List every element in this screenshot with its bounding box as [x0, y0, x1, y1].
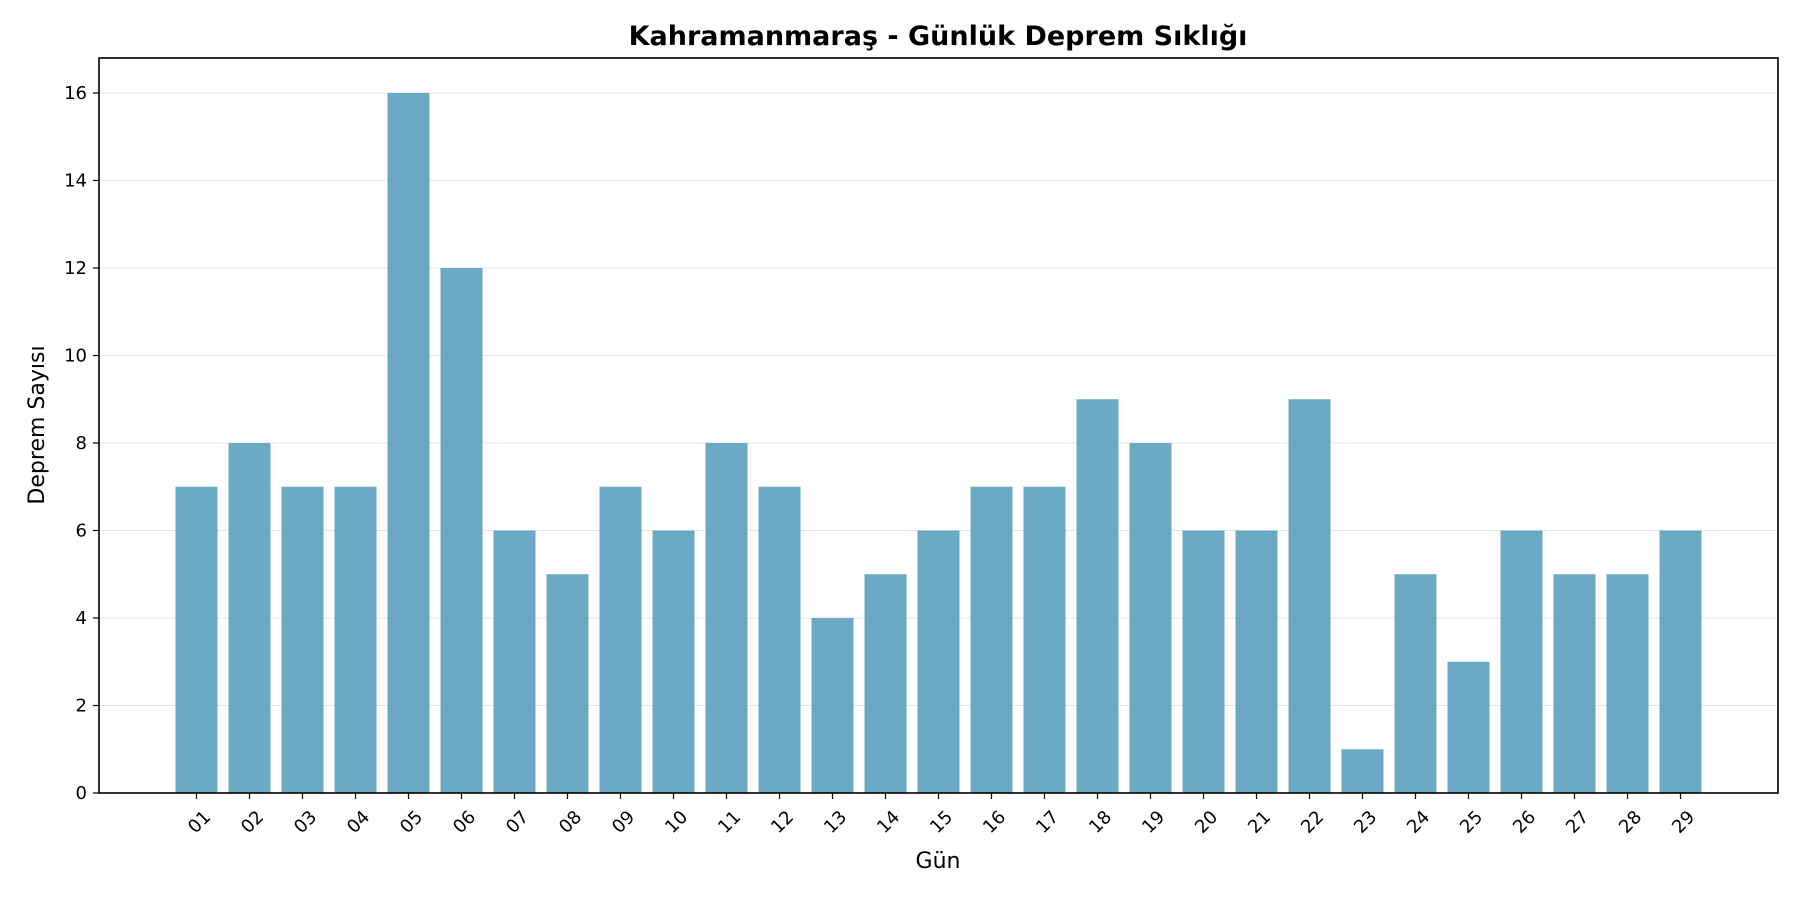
x-tick-label: 22	[1297, 807, 1328, 838]
bar-24	[1394, 574, 1437, 793]
bar-17	[1023, 486, 1066, 793]
x-tick-label: 08	[555, 807, 586, 838]
y-axis-label: Deprem Sayısı	[25, 345, 50, 504]
bar-21	[1235, 530, 1278, 793]
bar-22	[1288, 399, 1331, 793]
bar-19	[1129, 443, 1172, 793]
bar-28	[1606, 574, 1649, 793]
x-tick-label: 28	[1615, 807, 1646, 838]
x-tick-label: 29	[1668, 807, 1699, 838]
plot-frame	[98, 57, 1779, 794]
y-tick-label: 12	[64, 258, 87, 279]
x-tick-label: 18	[1085, 807, 1116, 838]
x-tick-label: 09	[608, 807, 639, 838]
bar-04	[334, 486, 377, 793]
bar-16	[970, 486, 1013, 793]
bar-10	[652, 530, 695, 793]
bar-06	[440, 268, 483, 793]
x-tick-label: 19	[1138, 807, 1169, 838]
bar-03	[281, 486, 324, 793]
bar-25	[1447, 661, 1490, 793]
x-tick-label: 12	[767, 807, 798, 838]
x-tick-label: 04	[343, 807, 374, 838]
x-tick-label: 07	[502, 807, 533, 838]
x-tick-label: 16	[979, 807, 1010, 838]
y-tick-label: 10	[64, 346, 87, 367]
y-tick-label: 14	[64, 171, 87, 192]
x-tick-label: 24	[1403, 807, 1434, 838]
bar-02	[228, 443, 271, 793]
bar-27	[1553, 574, 1596, 793]
x-tick-label: 03	[290, 807, 321, 838]
bar-13	[811, 618, 854, 793]
y-axis-ticks: 0 2 4 6 8 10 12 14 16	[64, 83, 99, 804]
x-tick-label: 02	[237, 807, 268, 838]
bar-20	[1182, 530, 1225, 793]
x-tick-label: 23	[1350, 807, 1381, 838]
bar-18	[1076, 399, 1119, 793]
x-tick-label: 17	[1032, 807, 1063, 838]
x-tick-label: 26	[1509, 807, 1540, 838]
x-tick-label: 14	[873, 807, 904, 838]
x-tick-label: 01	[184, 807, 215, 838]
x-tick-label: 25	[1456, 807, 1487, 838]
bar-14	[864, 574, 907, 793]
x-tick-label: 20	[1191, 807, 1222, 838]
x-axis-ticks: 01 02 03 04 05 06 07 08 09 10 11 12 13 14 15 16 17 18 19 20…	[184, 793, 1699, 838]
bar-07	[493, 530, 536, 793]
y-tick-label: 8	[76, 433, 87, 454]
x-tick-label: 06	[449, 807, 480, 838]
y-tick-label: 4	[76, 608, 87, 629]
bars	[175, 93, 1702, 793]
y-tick-label: 16	[64, 83, 87, 104]
x-tick-label: 15	[926, 807, 957, 838]
bar-08	[546, 574, 589, 793]
y-tick-label: 6	[76, 521, 87, 542]
x-tick-label: 27	[1562, 807, 1593, 838]
bar-26	[1500, 530, 1543, 793]
bar-09	[599, 486, 642, 793]
bar-12	[758, 486, 801, 793]
bar-29	[1659, 530, 1702, 793]
chart-title: Kahramanmaraş - Günlük Deprem Sıklığı	[629, 21, 1248, 52]
x-tick-label: 05	[396, 807, 427, 838]
x-axis-label: Gün	[916, 849, 961, 874]
bar-05	[387, 93, 430, 793]
bar-11	[705, 443, 748, 793]
bar-23	[1341, 749, 1384, 793]
x-tick-label: 11	[714, 807, 745, 838]
y-tick-label: 0	[76, 783, 87, 804]
y-tick-label: 2	[76, 696, 87, 717]
x-tick-label: 10	[661, 807, 692, 838]
x-tick-label: 21	[1244, 807, 1275, 838]
bar-15	[917, 530, 960, 793]
x-tick-label: 13	[820, 807, 851, 838]
bar-01	[175, 486, 218, 793]
